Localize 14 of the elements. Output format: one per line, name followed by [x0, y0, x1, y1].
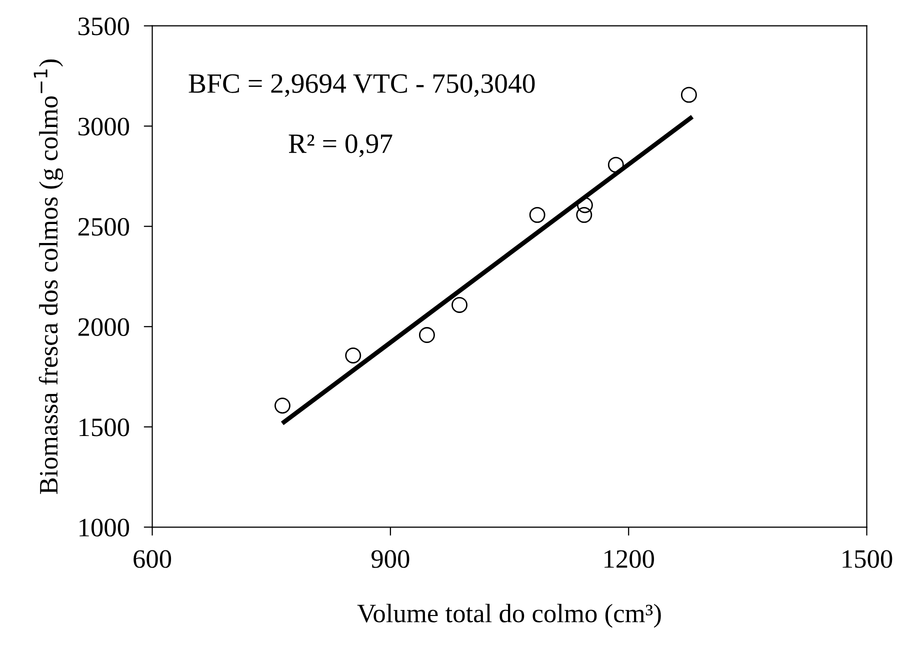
- x-tick-label: 900: [371, 550, 410, 568]
- y-tick-label: 1500: [80, 418, 130, 436]
- y-tick-label: 3000: [78, 118, 130, 136]
- y-tick-label: 1000: [80, 518, 130, 537]
- x-tick-label: 1200: [604, 550, 654, 568]
- x-tick-label: 600: [134, 550, 172, 568]
- x-axis-title: Volume total do colmo (cm³): [357, 604, 661, 628]
- y-tick-label: 2000: [78, 318, 130, 336]
- annotation: R² = 0,97: [288, 134, 392, 158]
- y-tick-label: 3500: [78, 17, 130, 36]
- x-tick-label: 1500: [842, 550, 892, 568]
- y-tick-label: 2500: [78, 218, 130, 236]
- y-axis-title: Biomassa fresca dos colmos (g colmo$^{−1}$): [34, 59, 64, 494]
- annotation: BFC = 2,9694 VTC - 750,3040: [188, 74, 535, 97]
